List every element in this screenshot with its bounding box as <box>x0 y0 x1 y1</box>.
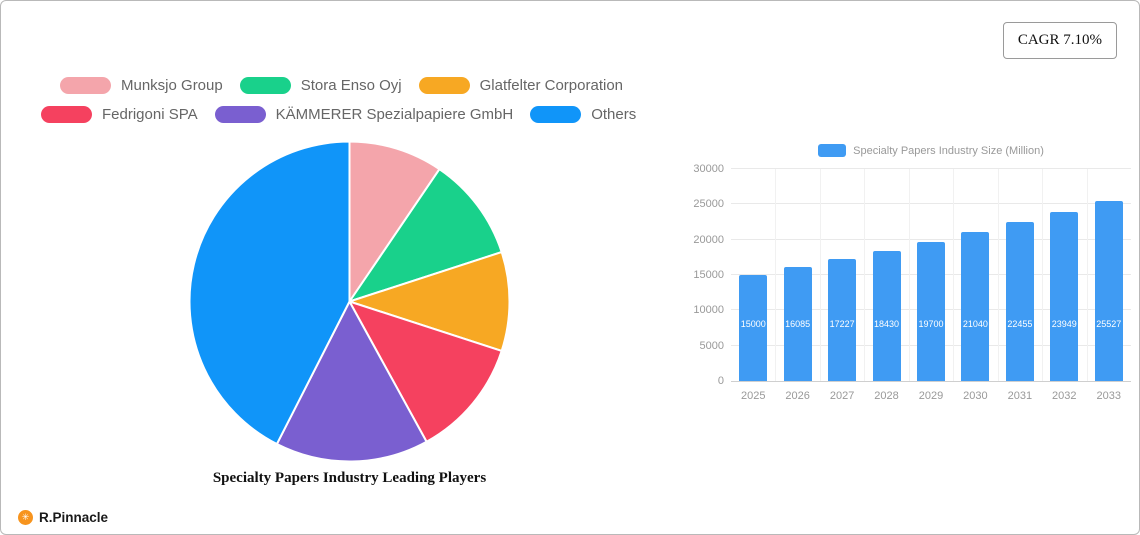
legend-item-others[interactable]: Others <box>530 106 636 123</box>
bar-2030[interactable]: 21040 <box>961 232 990 381</box>
bar-cell: 15000 <box>731 169 775 381</box>
bar-cell: 25527 <box>1087 169 1131 381</box>
bar-2033[interactable]: 25527 <box>1094 200 1123 381</box>
y-axis-tick-label: 25000 <box>693 198 724 211</box>
gridline-vertical <box>953 169 955 381</box>
gridline-vertical <box>908 169 910 381</box>
pinnacle-logo-text: R.Pinnacle <box>39 510 109 525</box>
pie-chart-block: Specialty Papers Industry Leading Player… <box>187 139 512 487</box>
x-axis-tick-label: 2027 <box>829 390 855 402</box>
legend-swatch-kammerer-spezialpapiere <box>214 106 266 123</box>
legend-swatch-others <box>530 106 582 123</box>
pie-legend-row-2: Fedrigoni SPA KÄMMERER Spezialpapiere Gm… <box>41 106 636 123</box>
bar-2029[interactable]: 19700 <box>916 241 945 381</box>
gridline-vertical <box>1042 169 1044 381</box>
legend-label: Others <box>591 106 637 123</box>
bar-2028[interactable]: 18430 <box>872 250 901 381</box>
y-axis-tick-label: 30000 <box>693 163 724 175</box>
gridline-horizontal <box>731 168 1131 169</box>
bar-legend-swatch <box>818 144 847 157</box>
bar-2026[interactable]: 16085 <box>783 267 812 381</box>
legend-label: Fedrigoni SPA <box>102 106 198 123</box>
legend-label: Munksjo Group <box>121 77 223 94</box>
y-axis-tick-label: 10000 <box>693 304 724 317</box>
bar-value-label: 16085 <box>785 319 811 329</box>
legend-label: Glatfelter Corporation <box>479 77 624 94</box>
y-axis-tick-label: 0 <box>717 375 724 387</box>
x-axis-tick-label: 2026 <box>785 390 810 402</box>
bar-value-label: 17227 <box>829 319 855 329</box>
gridline-vertical <box>775 169 777 381</box>
bar-cell: 16085 <box>775 169 819 381</box>
legend-item-fedrigoni-spa[interactable]: Fedrigoni SPA <box>41 106 198 123</box>
bar-cell: 21040 <box>953 169 997 381</box>
x-axis-tick-label: 2031 <box>1007 390 1033 402</box>
gridline-horizontal <box>731 203 1131 205</box>
legend-swatch-munksjo-group <box>60 77 111 94</box>
legend-item-stora-enso-oyj[interactable]: Stora Enso Oyj <box>239 77 402 94</box>
y-axis-tick-label: 20000 <box>693 233 724 246</box>
pie-legend-row-1: Munksjo Group Stora Enso Oyj Glatfelter … <box>60 77 623 94</box>
cagr-badge: CAGR 7.10% <box>1002 22 1117 59</box>
y-axis-tick-label: 5000 <box>699 339 724 352</box>
legend-swatch-glatfelter-corporation <box>418 77 470 94</box>
gridline-vertical <box>864 169 866 381</box>
bar-cell: 19700 <box>909 169 953 381</box>
legend-label: KÄMMERER Spezialpapiere GmbH <box>275 106 514 123</box>
pie-slice-2[interactable] <box>346 250 511 353</box>
x-axis-tick-label: 2030 <box>963 390 988 402</box>
bar-legend-label: Specialty Papers Industry Size (Million) <box>853 144 1044 157</box>
bar-chart-legend[interactable]: Specialty Papers Industry Size (Million) <box>731 144 1131 157</box>
x-axis-tick-label: 2025 <box>740 390 766 402</box>
x-axis-labels: 2025 2026 2027 2028 2029 2030 2031 2032 2033 <box>731 390 1131 402</box>
bar-cell: 22455 <box>998 169 1042 381</box>
bar-2031[interactable]: 22455 <box>1005 222 1034 381</box>
legend-item-munksjo-group[interactable]: Munksjo Group <box>60 77 223 94</box>
bars-container: 15000 16085 17227 18430 19700 21040 22455 23949… <box>731 169 1131 381</box>
bar-value-label: 25527 <box>1096 319 1122 329</box>
pie-slice-3[interactable] <box>347 299 503 444</box>
gridline-horizontal <box>731 238 1131 240</box>
bar-plot: 0 5000 10000 15000 20000 25000 30000 15000 16085… <box>693 163 1131 387</box>
x-axis-tick-label: 2029 <box>918 390 944 402</box>
x-axis-tick-label: 2028 <box>874 390 899 402</box>
x-axis-tick-label: 2032 <box>1052 390 1077 402</box>
y-axis-tick-label: 15000 <box>693 269 724 281</box>
bar-chart-block: Specialty Papers Industry Size (Million)… <box>691 144 1136 402</box>
x-axis-tick-label: 2033 <box>1096 390 1121 402</box>
pie-slice-4[interactable] <box>275 299 428 463</box>
bar-value-label: 15000 <box>740 319 766 329</box>
gridline-vertical <box>1086 169 1088 381</box>
cagr-label: CAGR 7.10% <box>1017 32 1102 48</box>
bar-cell: 18430 <box>864 169 908 381</box>
legend-swatch-fedrigoni-spa <box>41 106 92 123</box>
bar-2025[interactable]: 15000 <box>739 275 768 381</box>
bar-cell: 23949 <box>1042 169 1086 381</box>
bar-2027[interactable]: 17227 <box>828 259 857 381</box>
bar-value-label: 22455 <box>1007 319 1033 329</box>
brand-logo: ✳ R.Pinnacle <box>18 510 108 525</box>
pinnacle-logo-icon: ✳ <box>18 510 33 525</box>
gridline-vertical <box>997 169 999 381</box>
pie-slice-5[interactable] <box>188 140 351 446</box>
pie-slice-0[interactable] <box>348 140 441 305</box>
bar-cell: 17227 <box>820 169 864 381</box>
legend-swatch-stora-enso-oyj <box>239 77 291 94</box>
gridline-vertical <box>819 169 821 381</box>
pie-chart-title: Specialty Papers Industry Leading Player… <box>212 470 487 486</box>
bar-2032[interactable]: 23949 <box>1050 211 1079 381</box>
bar-value-label: 18430 <box>874 319 900 329</box>
bar-value-label: 19700 <box>918 319 944 329</box>
legend-item-kammerer-spezialpapiere[interactable]: KÄMMERER Spezialpapiere GmbH <box>214 106 514 123</box>
legend-item-glatfelter-corporation[interactable]: Glatfelter Corporation <box>418 77 624 94</box>
bar-value-label: 23949 <box>1051 319 1077 329</box>
bar-value-label: 21040 <box>962 319 988 329</box>
legend-label: Stora Enso Oyj <box>300 77 402 94</box>
pie-slice-1[interactable] <box>347 167 503 304</box>
pie-chart <box>188 140 511 463</box>
